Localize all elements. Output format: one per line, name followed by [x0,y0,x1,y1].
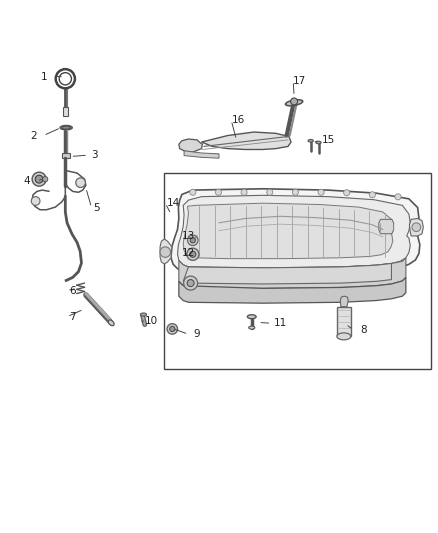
Circle shape [190,238,195,243]
Ellipse shape [308,140,313,142]
Circle shape [31,197,40,205]
Bar [164,173,431,369]
Circle shape [187,248,199,261]
Text: 13: 13 [182,231,195,241]
Circle shape [190,251,196,257]
Circle shape [241,189,247,195]
Polygon shape [184,151,219,158]
Circle shape [344,190,350,196]
Text: 15: 15 [321,135,335,145]
Text: 11: 11 [273,318,287,328]
Ellipse shape [62,126,71,129]
Text: 7: 7 [69,312,76,322]
Ellipse shape [141,313,147,316]
Text: 8: 8 [360,325,367,335]
Circle shape [76,178,85,188]
Circle shape [170,326,175,332]
Circle shape [292,189,298,195]
Text: 9: 9 [194,329,201,339]
Circle shape [190,189,196,195]
Text: 16: 16 [232,115,245,125]
Ellipse shape [337,333,351,340]
Text: 6: 6 [69,286,76,295]
Ellipse shape [108,320,114,326]
Circle shape [267,189,273,195]
Text: 2: 2 [30,131,37,141]
Circle shape [160,247,170,257]
Ellipse shape [316,141,321,144]
Polygon shape [171,189,420,272]
Circle shape [187,280,194,287]
Circle shape [187,235,198,246]
Polygon shape [183,263,392,284]
Text: 1: 1 [41,71,48,82]
Circle shape [369,192,375,198]
Text: 3: 3 [91,150,98,160]
Circle shape [290,98,297,105]
Circle shape [32,172,46,186]
Polygon shape [179,277,406,303]
Polygon shape [160,239,172,264]
Polygon shape [410,219,424,236]
Circle shape [318,189,324,195]
Circle shape [42,176,48,182]
Bar [337,306,351,336]
Text: 5: 5 [93,203,100,213]
Circle shape [215,189,222,195]
Polygon shape [179,139,202,152]
Polygon shape [201,132,291,149]
Ellipse shape [60,125,72,130]
Text: 12: 12 [182,248,195,259]
Text: 14: 14 [166,198,180,208]
Text: 17: 17 [293,76,307,86]
Polygon shape [177,195,410,268]
Polygon shape [179,258,406,288]
Ellipse shape [249,326,255,329]
Ellipse shape [286,100,303,106]
Circle shape [184,276,198,290]
Bar [63,107,68,116]
Bar [62,153,70,158]
Circle shape [35,175,43,183]
Circle shape [395,194,401,200]
Circle shape [167,324,177,334]
Polygon shape [183,203,393,259]
Ellipse shape [247,315,256,319]
Text: 4: 4 [24,176,30,187]
Polygon shape [379,220,394,234]
Circle shape [412,223,421,231]
Polygon shape [340,296,348,306]
Text: 10: 10 [145,316,158,326]
